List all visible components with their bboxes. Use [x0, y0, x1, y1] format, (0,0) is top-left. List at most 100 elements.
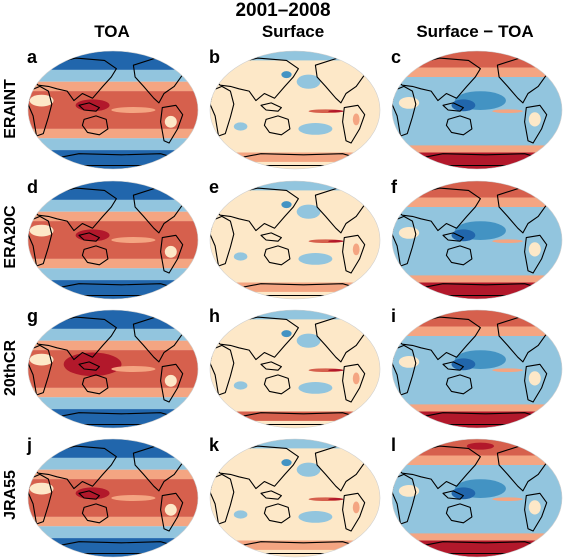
field-cold-tongue-core: [328, 110, 344, 113]
shaded-field: [392, 439, 562, 557]
field-africa: [29, 482, 54, 495]
south-america-coastline: [342, 363, 366, 403]
maritime-continent-coastline: [78, 490, 100, 500]
shaded-field: [392, 181, 562, 299]
field-warm-pool: [451, 229, 476, 242]
field-equatorial-pacific: [111, 107, 156, 113]
field-band-arctic: [392, 181, 562, 198]
field-band-southern-ocean: [210, 411, 380, 421]
field-band-southern-ocean: [392, 404, 562, 412]
shaded-field: [28, 439, 198, 557]
field-band-southern-ocean: [392, 275, 562, 283]
eurasia-coastline: [212, 445, 299, 490]
map-outline: [209, 50, 381, 170]
field-south-pacific: [298, 511, 333, 523]
field-africa: [398, 356, 420, 368]
field-south-pacific: [298, 253, 333, 265]
map-e: [209, 180, 381, 300]
map-outline: [27, 438, 199, 558]
australia-coastline: [81, 503, 109, 524]
africa-coastline: [210, 215, 235, 267]
map-outline: [27, 180, 199, 300]
map-panel-c: c: [390, 44, 564, 172]
eurasia-coastline: [30, 57, 117, 102]
maritime-continent-coastline: [260, 102, 282, 112]
panel-letter-a: a: [27, 47, 38, 67]
africa-coastline: [28, 215, 53, 267]
panel-letter-j: j: [27, 435, 33, 455]
field-background: [210, 181, 380, 299]
maritime-continent-coastline: [442, 232, 464, 242]
field-band-north-midlatitude: [28, 340, 198, 351]
map-outline: [391, 180, 563, 300]
field-equatorial-pacific: [111, 237, 156, 243]
shaded-field: [210, 51, 380, 169]
map-outline: [209, 180, 381, 300]
field-kuroshio: [281, 330, 292, 338]
panel-letter-d: d: [27, 177, 38, 197]
africa-coastline: [210, 85, 235, 137]
map-panel-l: l: [390, 432, 564, 558]
field-north-pacific: [296, 204, 321, 219]
field-south-america: [164, 115, 177, 128]
australia-coastline: [81, 245, 109, 266]
africa-coastline: [392, 344, 417, 396]
column-title-toa: TOA: [94, 22, 130, 41]
field-gulf-stream: [367, 461, 376, 469]
map-panel-k: k: [208, 432, 382, 558]
field-south-pacific: [298, 382, 333, 394]
field-band-southern-ocean: [28, 268, 198, 281]
field-kuroshio: [281, 201, 292, 209]
map-panel-e: e: [208, 174, 382, 302]
field-band-north-midlatitude: [28, 211, 198, 222]
field-warm-pool: [451, 99, 476, 112]
africa-coastline: [28, 344, 53, 396]
field-indian-ocean: [233, 381, 248, 390]
eurasia-coastline: [212, 57, 299, 102]
map-panel-g: g: [26, 303, 200, 431]
field-band-arctic: [210, 439, 380, 449]
column-title-surface: Surface: [261, 22, 325, 41]
field-band-north-high-latitude: [392, 455, 562, 465]
south-america-coastline: [524, 363, 548, 403]
field-band-north-high-latitude: [392, 326, 562, 336]
field-africa: [398, 485, 420, 497]
map-outline: [27, 50, 199, 170]
maritime-continent-coastline: [78, 361, 100, 371]
field-band-antarctic: [28, 409, 198, 428]
field-cold-tongue: [492, 239, 523, 243]
field-band-south-midlatitude: [28, 516, 198, 527]
africa-coastline: [28, 473, 53, 525]
south-america-coastline: [160, 492, 184, 532]
row-label-jra55: JRA55: [2, 470, 19, 520]
field-band-north-high-latitude: [392, 67, 562, 77]
panel-letter-f: f: [391, 177, 397, 197]
maritime-continent-coastline: [442, 490, 464, 500]
field-africa: [29, 94, 54, 107]
field-band-arctic: [28, 310, 198, 329]
map-a: [27, 50, 199, 170]
map-outline: [391, 50, 563, 170]
field-africa: [398, 227, 420, 239]
africa-coastline: [392, 215, 417, 267]
field-peru-coast: [352, 243, 360, 256]
field-cold-tongue-core: [328, 369, 344, 372]
maritime-continent-coastline: [78, 102, 100, 112]
field-background: [210, 310, 380, 428]
panel-letter-c: c: [391, 47, 402, 67]
australia-coastline: [263, 374, 291, 395]
field-cold-tongue-core: [328, 240, 344, 243]
field-band-southern-ocean: [210, 540, 380, 550]
field-band-southern-ocean: [28, 397, 198, 410]
field-band-antarctic: [28, 538, 198, 557]
map-b: [209, 50, 381, 170]
field-warm-pool: [75, 229, 110, 242]
south-america-coastline: [160, 234, 184, 274]
field-north-pacific: [296, 74, 321, 89]
field-warm-pool: [75, 99, 110, 112]
field-indian-ocean: [233, 252, 248, 261]
panel-letter-g: g: [27, 306, 38, 326]
eurasia-coastline: [394, 316, 481, 361]
panel-letter-h: h: [209, 306, 220, 326]
